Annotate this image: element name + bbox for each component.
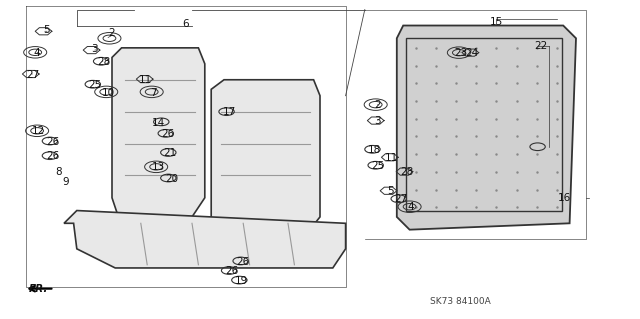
Text: 11: 11 <box>140 75 152 85</box>
Text: 28: 28 <box>97 57 110 67</box>
Text: 20: 20 <box>165 174 178 184</box>
Text: 23: 23 <box>454 48 467 58</box>
Text: 7: 7 <box>150 87 157 98</box>
Text: FR.: FR. <box>29 284 48 294</box>
Text: 26: 26 <box>225 266 238 276</box>
Polygon shape <box>211 80 320 233</box>
Polygon shape <box>397 26 576 230</box>
Text: 26: 26 <box>46 151 59 161</box>
Text: 2: 2 <box>374 100 381 110</box>
Text: 13: 13 <box>152 162 165 173</box>
Text: 17: 17 <box>223 107 236 117</box>
Polygon shape <box>112 48 205 217</box>
Text: 26: 26 <box>237 256 250 267</box>
Text: 8: 8 <box>56 167 62 177</box>
Text: 27: 27 <box>395 194 408 204</box>
Text: 16: 16 <box>558 193 571 203</box>
Text: 5: 5 <box>387 186 394 197</box>
Text: 5: 5 <box>43 25 49 35</box>
Text: 18: 18 <box>368 145 381 155</box>
Text: 26: 26 <box>46 137 59 147</box>
Text: 14: 14 <box>152 118 165 128</box>
Text: 4: 4 <box>34 48 40 58</box>
Text: 3: 3 <box>374 116 381 126</box>
Text: 2: 2 <box>109 28 115 39</box>
Text: 9: 9 <box>63 177 69 187</box>
Text: 3: 3 <box>92 44 98 55</box>
Text: 12: 12 <box>32 126 45 136</box>
Text: 27: 27 <box>27 70 40 80</box>
Text: 25: 25 <box>371 161 384 171</box>
Text: 22: 22 <box>534 41 547 51</box>
Text: 24: 24 <box>466 48 479 58</box>
Text: 10: 10 <box>102 87 115 98</box>
Text: 21: 21 <box>164 148 177 158</box>
Text: 26: 26 <box>161 129 174 139</box>
Text: 11: 11 <box>385 153 398 163</box>
Text: 28: 28 <box>400 167 413 177</box>
Text: SK73 84100A: SK73 84100A <box>431 297 491 306</box>
Polygon shape <box>64 211 346 268</box>
Text: 6: 6 <box>182 19 189 29</box>
Text: 4: 4 <box>408 202 414 212</box>
Text: 15: 15 <box>490 17 502 27</box>
Text: 19: 19 <box>236 276 248 286</box>
Text: 25: 25 <box>88 79 101 90</box>
